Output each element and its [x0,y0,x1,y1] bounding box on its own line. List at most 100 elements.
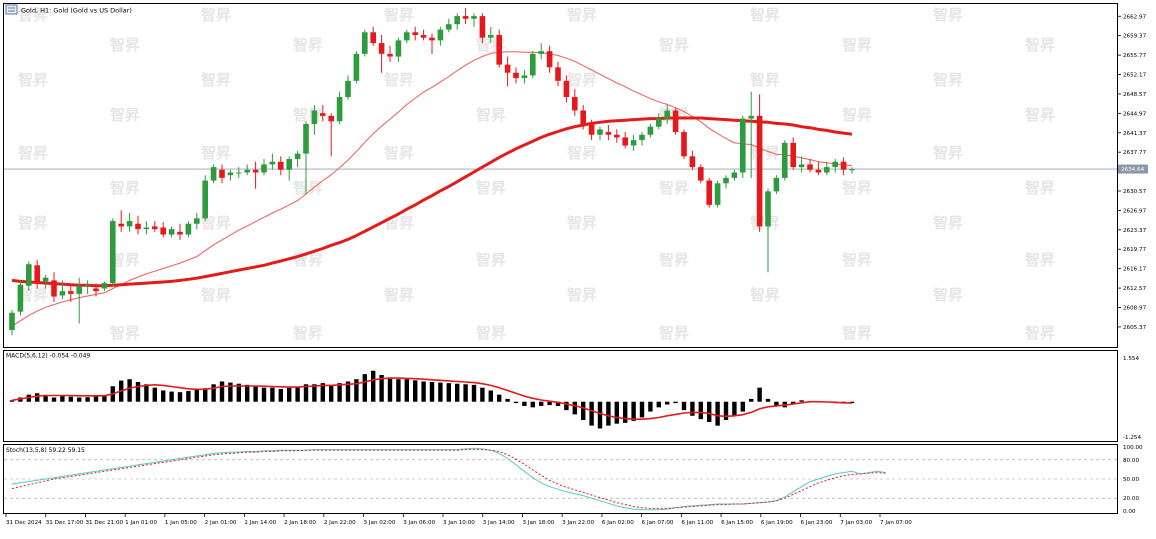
price-tick-label: 2630.57 [1123,189,1147,195]
macd-bar [698,401,703,420]
watermark-text: 智昇 [933,286,963,304]
watermark-text: 智昇 [384,6,414,24]
price-tick-label: 2605.37 [1123,325,1147,331]
watermark-text: 智昇 [567,286,597,304]
time-tick-label: 3 Jan 22:00 [562,520,594,526]
macd-bar [555,401,561,406]
watermark-text: 智昇 [201,71,231,89]
bear-candle [504,64,511,73]
macd-label: MACD(5,6,12) -0.054 -0.049 [6,353,90,360]
macd-bar [707,401,712,422]
watermark-text: 智昇 [659,36,689,54]
macd-bar [245,384,250,402]
macd-bar [362,374,367,402]
bear-candle [412,32,418,35]
bull-candle [101,283,108,289]
watermark-text: 智昇 [384,214,414,232]
macd-bar [539,401,544,406]
bull-candle [731,172,738,178]
macd-bar [749,398,754,402]
macd-bar [60,396,65,402]
watermark-text: 智昇 [750,6,780,24]
macd-bar [438,382,443,402]
price-tick-label: 2623.37 [1123,228,1147,234]
macd-bar [329,384,334,402]
bull-candle [656,118,662,127]
macd-bar [93,396,99,402]
bear-candle [681,132,687,157]
macd-bar [774,401,779,406]
time-tick-label: 3 Jan 02:00 [364,520,396,526]
time-tick-label: 3 Jan 06:00 [403,520,435,526]
macd-bar [85,397,90,402]
bull-candle [395,40,402,57]
macd-bar [236,383,241,402]
macd-bar [9,400,15,402]
macd-bar [488,390,493,402]
macd-bar [639,401,645,418]
macd-panel[interactable] [9,370,855,429]
stoch-label: Stoch(13,5,8) 59.22 59.15 [6,447,85,454]
watermark-text: 智昇 [842,36,872,54]
bear-candle [177,231,183,235]
current-price-box [1118,164,1148,174]
time-tick-label: 1 Jan 05:00 [165,520,197,526]
price-tick-label: 2644.97 [1123,111,1147,117]
stoch-panel-frame [3,444,1118,514]
time-tick-label: 3 Jan 18:00 [522,520,554,526]
macd-bar [505,398,510,402]
macd-bar [320,383,325,402]
time-tick-label: 31 Dec 21:00 [85,520,123,526]
watermark-text: 智昇 [567,6,597,24]
macd-bar [396,379,401,402]
bull-candle [538,51,544,54]
macd-bar [757,387,762,402]
price-tick-label: 2659.37 [1123,34,1147,40]
bull-candle [740,118,746,173]
watermark-text: 智昇 [18,6,48,24]
bear-candle [135,223,141,230]
watermark-text: 智昇 [842,179,872,197]
chart-menu-icon[interactable] [5,4,18,15]
bear-candle [756,115,763,227]
macd-bar [102,395,107,402]
symbol-header: Gold, H1: Gold (Gold vs US Dollar) [5,4,132,15]
watermark-text: 智昇 [1025,251,1055,269]
time-tick-label: 2 Jan 22:00 [324,520,356,526]
watermark-text: 智昇 [201,214,231,232]
bear-candle [622,137,628,146]
bull-candle [530,53,536,76]
time-tick-label: 31 Dec 17:00 [46,520,84,526]
watermark-text: 智昇 [476,179,506,197]
bull-candle [227,172,234,176]
macd-panel-frame [3,350,1118,442]
time-tick-label: 2 Jan 01:00 [205,520,237,526]
macd-bar [799,400,804,402]
bear-candle [462,16,469,19]
bear-candle [252,169,259,173]
watermark-text: 智昇 [659,251,689,269]
macd-bar [690,401,695,416]
watermark-text: 智昇 [201,144,231,162]
bull-candle [59,291,66,296]
price-tick-label: 2648.57 [1123,92,1147,98]
bear-candle [614,134,620,138]
watermark-text: 智昇 [293,106,323,124]
macd-bar [589,401,594,426]
watermark-text: 智昇 [1025,106,1055,124]
macd-bar [261,387,267,402]
stochastic-panel[interactable] [4,447,1117,511]
time-tick-label: 6 Jan 07:00 [642,520,674,526]
stoch-tick-label: 80.00 [1123,458,1139,464]
bull-candle [773,177,780,192]
bear-candle [420,34,427,38]
watermark-text: 智昇 [933,6,963,24]
watermark-text: 智昇 [567,214,597,232]
macd-bar [278,389,283,402]
macd-bar [656,401,661,408]
macd-bar [68,396,73,402]
price-tick-label: 2637.77 [1123,150,1147,156]
price-panel[interactable] [4,8,1117,336]
bear-candle [572,96,578,111]
